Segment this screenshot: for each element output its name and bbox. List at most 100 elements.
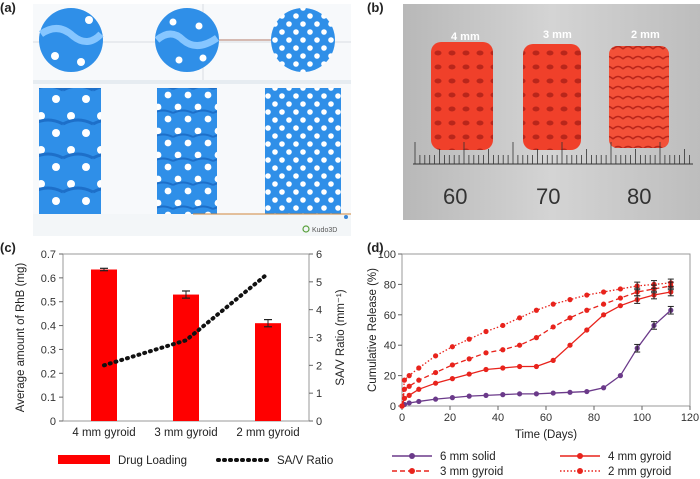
x-tick-label: 60 xyxy=(540,412,552,424)
data-point xyxy=(466,336,472,342)
x-tick-label: 80 xyxy=(588,412,600,424)
ruler-number-80: 80 xyxy=(627,184,651,209)
y-tick-label: 0.3 xyxy=(41,344,56,356)
data-point xyxy=(433,396,439,402)
y-tick-label: 20 xyxy=(384,371,396,383)
y2-tick-label: 3 xyxy=(316,333,322,345)
data-point xyxy=(517,342,523,348)
y-tick-label: 80 xyxy=(384,279,396,291)
data-point xyxy=(500,322,506,329)
y2-tick-label: 1 xyxy=(316,388,322,400)
y-tick-label: 100 xyxy=(378,249,396,261)
printed-tube-2mm xyxy=(609,46,669,148)
data-point xyxy=(406,392,412,398)
panel-a-label: (a) xyxy=(0,0,16,15)
data-point xyxy=(406,400,412,406)
gyroid-models-render: Kudo3D xyxy=(33,4,351,236)
data-point xyxy=(617,295,623,301)
data-point xyxy=(416,377,422,383)
ruler-ticks xyxy=(414,142,690,164)
data-point xyxy=(601,385,607,391)
data-point xyxy=(401,386,407,392)
data-point xyxy=(567,389,573,395)
printed-tube-3mm xyxy=(523,44,581,150)
data-point xyxy=(550,390,556,396)
x-tick-label: 40 xyxy=(492,412,504,424)
data-point xyxy=(483,366,489,373)
y-tick-label: 40 xyxy=(384,340,396,352)
y-tick-label: 0.1 xyxy=(41,392,56,404)
panel-d-label: (d) xyxy=(367,240,384,255)
y2-tick-label: 5 xyxy=(316,277,322,289)
data-point xyxy=(567,315,573,321)
data-point xyxy=(449,395,455,401)
y-tick-label: 0.2 xyxy=(41,368,56,380)
data-point xyxy=(533,307,539,313)
data-point xyxy=(449,362,455,368)
kudo3d-logo: Kudo3D xyxy=(312,227,337,234)
series-line xyxy=(401,285,671,407)
data-point xyxy=(500,365,506,371)
data-point xyxy=(517,391,523,397)
data-point xyxy=(601,301,607,307)
data-point xyxy=(483,328,489,335)
data-point xyxy=(433,353,439,359)
x-tick-label: 20 xyxy=(444,412,456,424)
legend-swatch-drug-loading xyxy=(58,455,110,464)
y-tick-label: 0 xyxy=(390,401,396,413)
y2-axis-label: SA/V Ratio (mm⁻¹) xyxy=(335,289,347,385)
y-axis-label: Average amount of RhB (mg) xyxy=(15,263,27,413)
data-point xyxy=(584,307,590,313)
legend-swatch-marker xyxy=(409,468,415,474)
column-2mm xyxy=(265,88,341,214)
ruler-number-70: 70 xyxy=(536,184,560,209)
y-tick-label: 0.4 xyxy=(41,321,56,333)
data-point xyxy=(517,363,523,370)
y-tick-label: 0.5 xyxy=(41,297,56,309)
data-point xyxy=(449,376,455,382)
data-point xyxy=(533,391,539,397)
x-tick-label: 0 xyxy=(399,412,405,424)
data-point xyxy=(601,312,607,318)
data-point xyxy=(617,373,623,379)
data-point xyxy=(399,403,405,409)
y-tick-label: 0 xyxy=(50,416,56,428)
data-point xyxy=(517,315,523,321)
y-tick-label: 0.7 xyxy=(41,249,56,261)
legend-swatch-marker xyxy=(577,468,583,474)
data-point xyxy=(617,286,623,292)
data-point xyxy=(416,386,422,392)
legend-label-sa-v-ratio: SA/V Ratio xyxy=(277,455,333,467)
legend-label: 2 mm gyroid xyxy=(608,466,671,478)
data-point xyxy=(617,303,623,309)
data-point xyxy=(466,371,472,377)
data-point xyxy=(433,380,439,386)
panel-c-label: (c) xyxy=(0,240,16,255)
data-point xyxy=(416,365,422,371)
plot-frame xyxy=(401,253,691,407)
size-label-4mm: 4 mm xyxy=(451,31,480,43)
legend-swatch-marker xyxy=(577,453,583,459)
size-label-2mm: 2 mm xyxy=(631,29,660,41)
x-tick-label: 100 xyxy=(633,412,651,424)
legend-label-drug-loading: Drug Loading xyxy=(118,455,187,467)
data-point xyxy=(401,377,407,383)
data-point xyxy=(567,342,573,348)
data-point xyxy=(567,297,573,303)
data-point xyxy=(466,393,472,399)
legend-label: 3 mm gyroid xyxy=(440,466,503,478)
bar xyxy=(91,269,117,421)
data-point xyxy=(466,356,472,362)
data-point xyxy=(584,388,590,395)
data-point xyxy=(533,335,539,341)
chart-drug-loading: 0 0.1 0.2 0.3 0.4 0.5 0.6 0.7 0 1 2 3 4 5 6 Average amo… xyxy=(15,249,347,467)
legend-label: 6 mm solid xyxy=(440,451,496,463)
legend-swatch-marker xyxy=(409,453,415,459)
data-point xyxy=(406,373,412,379)
column-3mm xyxy=(157,88,217,214)
x-tick-label: 4 mm gyroid xyxy=(72,427,135,439)
x-tick-label: 3 mm gyroid xyxy=(154,427,217,439)
data-point xyxy=(449,344,455,350)
data-point xyxy=(483,350,489,356)
x-axis-label: Time (Days) xyxy=(515,429,577,441)
